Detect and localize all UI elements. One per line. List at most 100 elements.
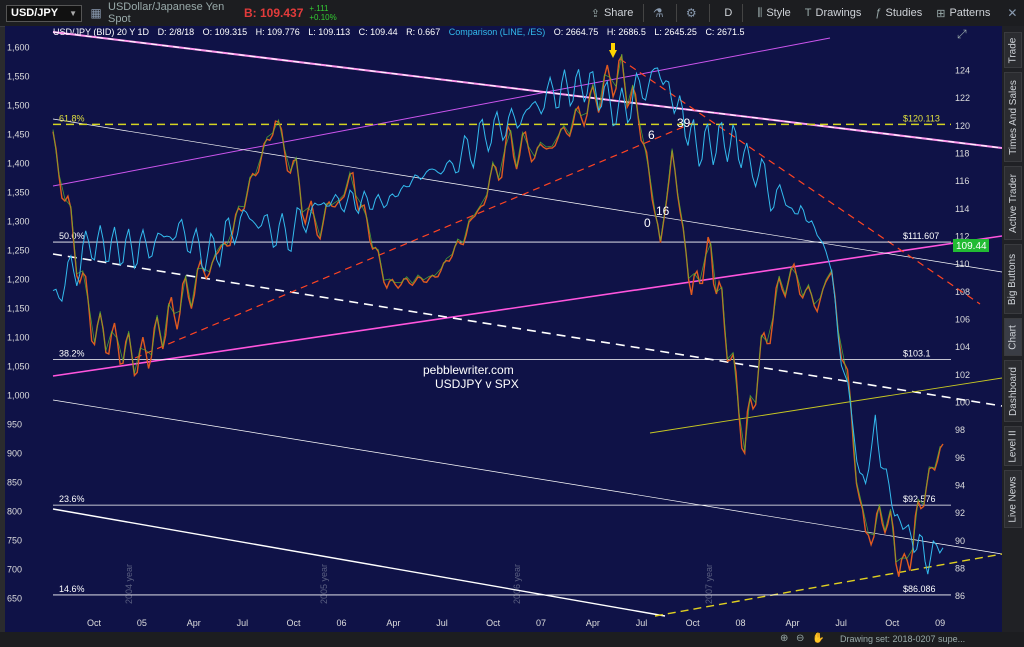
fib-level-label: 14.6% xyxy=(59,584,85,594)
x-axis-tick: 05 xyxy=(137,618,147,628)
left-axis-tick: 650 xyxy=(7,593,22,603)
symbol-select[interactable]: USD/JPY ▼ xyxy=(6,4,82,22)
close-icon[interactable]: ✕ xyxy=(1007,6,1018,20)
x-axis-tick: Oct xyxy=(87,618,102,628)
right-axis-tick: 116 xyxy=(955,176,969,186)
tab-label: Live News xyxy=(1007,475,1019,523)
x-axis-tick: Jul xyxy=(636,618,648,628)
right-axis-tick: 114 xyxy=(955,204,969,214)
tab-live-news[interactable]: Live News xyxy=(1004,470,1022,528)
tab-times-and-sales[interactable]: Times And Sales xyxy=(1004,72,1022,162)
year-label: 2006 year xyxy=(512,564,522,604)
x-axis-tick: 09 xyxy=(935,618,945,628)
x-axis-tick: 06 xyxy=(336,618,346,628)
tab-dashboard[interactable]: Dashboard xyxy=(1004,360,1022,422)
drawing-set-label: Drawing set: 2018-0207 supe... xyxy=(840,634,966,644)
trendline-white-dashed[interactable] xyxy=(52,253,1003,407)
style-button[interactable]: ⫼ Style xyxy=(757,7,791,20)
candles-icon: ⫼ xyxy=(757,6,763,19)
left-axis-tick: 700 xyxy=(7,564,22,574)
tab-big-buttons[interactable]: Big Buttons xyxy=(1004,244,1022,314)
trendline-magenta[interactable] xyxy=(52,235,1003,377)
annotation-site: pebblewriter.com xyxy=(423,363,514,377)
left-axis-tick: 1,600 xyxy=(7,43,30,53)
fib-level-label: 61.8% xyxy=(59,113,85,123)
studies-button[interactable]: ƒ Studies xyxy=(875,7,922,19)
tab-trade[interactable]: Trade xyxy=(1004,32,1022,68)
fib-price-label: $111.607 xyxy=(903,231,939,241)
share-icon: ⇪ xyxy=(590,7,600,20)
header-range: R: 0.667 xyxy=(406,27,440,37)
right-axis-tick: 96 xyxy=(955,453,965,463)
last-price-tag: 109.44 xyxy=(953,239,989,252)
tab-label: Level II xyxy=(1007,429,1019,463)
trendline-white-lower[interactable] xyxy=(52,508,666,617)
trendline-violet[interactable] xyxy=(52,37,831,187)
x-axis-tick: Apr xyxy=(187,618,201,628)
trendline-red-falling[interactable] xyxy=(619,58,981,305)
trendline-red-rising[interactable] xyxy=(134,121,696,359)
studies-label: Studies xyxy=(885,7,923,19)
trendline-pink-dash[interactable] xyxy=(52,31,1003,149)
right-axis-tick: 104 xyxy=(955,342,970,352)
grid-icon[interactable]: ▦ xyxy=(90,6,102,20)
drawing-t-icon: T xyxy=(804,7,812,19)
zoom-out-icon[interactable]: ⊖ xyxy=(796,633,805,644)
x-axis-tick: Oct xyxy=(885,618,900,628)
tab-label: Trade xyxy=(1007,37,1019,63)
change-abs: +.111 xyxy=(309,4,329,13)
header-low: L: 109.113 xyxy=(308,27,350,37)
tab-chart[interactable]: Chart xyxy=(1004,318,1022,356)
header-open: O: 109.315 xyxy=(203,27,248,37)
comp-close: C: 2671.5 xyxy=(705,27,744,37)
header-comparison: Comparison (LINE, /ES) xyxy=(449,27,546,37)
right-axis-tick: 90 xyxy=(955,536,965,546)
right-axis-tick: 100 xyxy=(955,398,970,408)
right-axis-tick: 92 xyxy=(955,508,965,518)
flask-icon[interactable]: ⚗ xyxy=(652,6,664,20)
last-price-label: 109.44 xyxy=(956,241,987,252)
left-axis-tick: 1,250 xyxy=(7,246,30,256)
right-axis-tick: 112 xyxy=(955,232,969,242)
fib-level-label: 50.0% xyxy=(59,231,85,241)
drawings-button[interactable]: T Drawings xyxy=(805,7,862,19)
trendline-drawings[interactable] xyxy=(52,31,1003,617)
es-comparison-line xyxy=(52,67,944,575)
x-axis-tick: Jul xyxy=(436,618,448,628)
gear-icon[interactable]: ⚙ xyxy=(685,6,697,20)
change-values: +.111 +0.10% xyxy=(309,4,336,22)
x-axis-tick: Jul xyxy=(237,618,249,628)
year-label: 2004 year xyxy=(124,564,134,604)
autoscale-icon[interactable]: ⤢ xyxy=(956,27,967,41)
price-chart[interactable]: USD/JPY (BID) 20 Y 1D D: 2/8/18 O: 109.3… xyxy=(5,26,1003,632)
left-axis-tick: 1,550 xyxy=(7,72,30,82)
zoom-in-icon[interactable]: ⊕ xyxy=(780,633,789,644)
tab-active-trader[interactable]: Active Trader xyxy=(1004,166,1022,240)
header-close: C: 109.44 xyxy=(359,27,398,37)
comp-high: H: 2686.5 xyxy=(607,27,646,37)
fib-price-label: $92.576 xyxy=(903,494,936,504)
trendline-olive[interactable] xyxy=(649,377,1003,434)
x-axis-tick: Apr xyxy=(586,618,600,628)
trendline-yellow-dashed[interactable] xyxy=(654,553,1003,617)
left-axis-tick: 1,400 xyxy=(7,159,30,169)
fib-price-label: $103.1 xyxy=(903,349,931,359)
trendline-white-mid[interactable] xyxy=(52,399,1003,555)
trendline-white-upper[interactable] xyxy=(52,118,1003,273)
toolbar-divider xyxy=(742,4,744,22)
fib-level-label: 38.2% xyxy=(59,349,85,359)
studies-icon: ƒ xyxy=(875,7,882,19)
x-axis-tick: 08 xyxy=(736,618,746,628)
count-label: 16 xyxy=(656,204,670,218)
right-axis-tick: 102 xyxy=(955,370,970,380)
left-axis-tick: 1,350 xyxy=(7,188,30,198)
tab-level-ii[interactable]: Level II xyxy=(1004,426,1022,466)
patterns-button[interactable]: ⊞ Patterns xyxy=(936,7,990,20)
share-button[interactable]: ⇪ Share xyxy=(591,7,634,20)
right-axis-tick: 98 xyxy=(955,425,965,435)
interval-button[interactable]: D xyxy=(724,7,733,19)
chart-area[interactable]: USD/JPY (BID) 20 Y 1D D: 2/8/18 O: 109.3… xyxy=(5,26,1003,632)
left-axis-tick: 800 xyxy=(7,506,22,516)
tab-label: Big Buttons xyxy=(1007,253,1019,305)
hand-icon[interactable]: ✋ xyxy=(812,633,825,644)
